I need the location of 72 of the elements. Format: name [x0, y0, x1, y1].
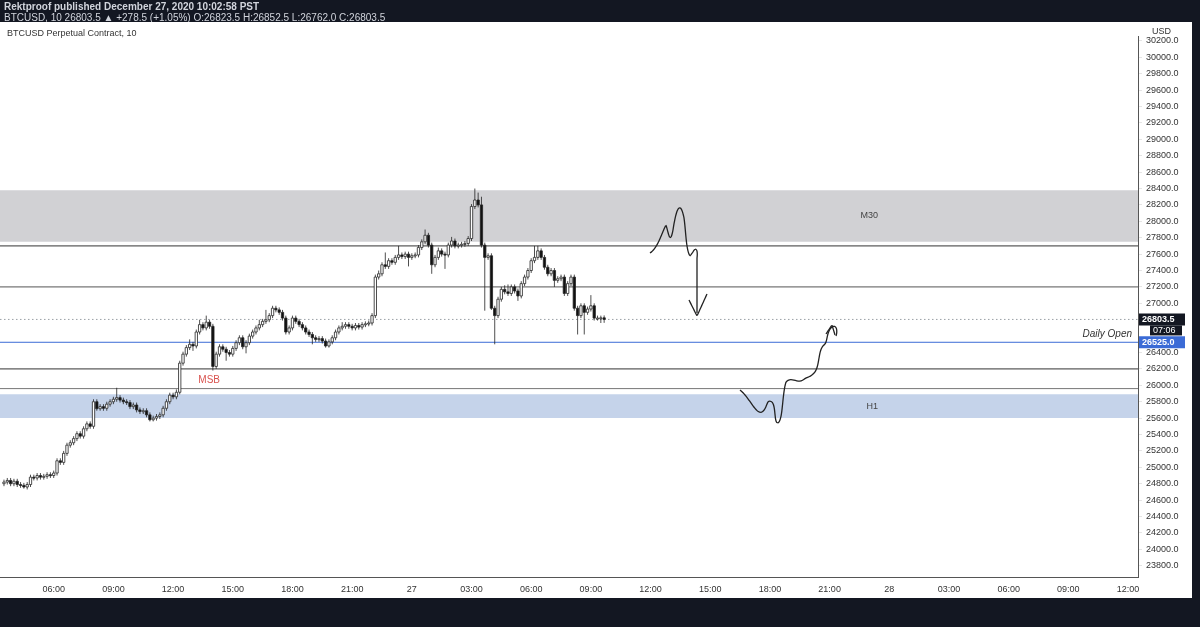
candlestick: [506, 284, 510, 297]
y-tick-label: 25000.0: [1146, 461, 1179, 472]
y-tick-label: 26000.0: [1146, 379, 1179, 390]
y-tick-label: 24600.0: [1146, 494, 1179, 505]
y-tick-label: 24800.0: [1146, 478, 1179, 489]
x-tick-label: 06:00: [997, 584, 1020, 595]
x-tick-label: 12:00: [1116, 584, 1140, 595]
y-tick-label: 28400.0: [1146, 183, 1179, 193]
y-axis-title: USD: [1152, 26, 1172, 37]
x-tick-label: 28: [884, 584, 895, 595]
x-tick-label: 21:00: [340, 584, 364, 595]
ref-line-label: Daily Open: [1082, 328, 1133, 340]
band-label: H1: [866, 400, 878, 411]
candlestick: [264, 309, 268, 325]
y-tick-label: 28200.0: [1146, 199, 1179, 210]
x-tick-label: 09:00: [1057, 584, 1080, 595]
y-tick-label: 29000.0: [1146, 133, 1179, 144]
x-tick-label: 03:00: [460, 584, 483, 595]
y-tick-label: 28000.0: [1146, 215, 1179, 226]
x-tick-label: 15:00: [698, 584, 722, 595]
y-tick-label: 27200.0: [1146, 281, 1179, 292]
chart-title: BTCUSD Perpetual Contract, 10: [7, 28, 137, 38]
y-tick-label: 27800.0: [1146, 232, 1179, 243]
y-tick-label: 26400.0: [1146, 347, 1179, 357]
candlestick: [45, 471, 49, 480]
candlestick: [360, 321, 364, 330]
candlestick: [390, 257, 394, 266]
y-tick-label: 25400.0: [1146, 429, 1179, 439]
y-tick-label: 28600.0: [1146, 166, 1179, 177]
x-tick-label: 18:00: [281, 584, 304, 595]
y-tick-label: 29200.0: [1146, 117, 1179, 128]
y-tick-label: 27600.0: [1146, 248, 1179, 259]
text: BTCUSD, 10 26803.5 ▲ +278.5 (+1.05%) O:26823.5 H:26852.5 L:26762.0 C:26803.5: [4, 12, 386, 23]
y-tick-label: 29800.0: [1146, 68, 1179, 79]
y-tick-label: 29600.0: [1146, 84, 1179, 95]
y-tick-label: 30200.0: [1146, 35, 1179, 46]
x-tick-label: 06:00: [42, 584, 65, 595]
x-tick-label: 21:00: [818, 584, 841, 595]
text: 26803.5: [1142, 313, 1175, 324]
candlestick: [55, 457, 59, 476]
x-tick-label: 03:00: [937, 584, 961, 595]
candlestick: [463, 240, 467, 248]
y-tick-label: 25200.0: [1146, 445, 1179, 456]
x-tick-label: 12:00: [161, 584, 185, 595]
candlestick: [75, 430, 79, 442]
y-tick-label: 24000.0: [1146, 543, 1179, 554]
ref-line-label: MSB: [198, 374, 221, 386]
y-tick-label: 25800.0: [1146, 396, 1179, 407]
candlestick: [138, 407, 142, 415]
text: Rektproof published December 27, 2020 10:02:58 PST: [4, 1, 260, 12]
y-tick-label: 30000.0: [1146, 51, 1179, 62]
y-tick-label: 24200.0: [1146, 527, 1179, 538]
y-tick-label: 25600.0: [1146, 412, 1179, 423]
x-tick-label: 15:00: [221, 584, 245, 595]
y-tick-label: 26200.0: [1146, 363, 1179, 374]
y-tick-label: 29400.0: [1146, 101, 1179, 111]
text: 07:06: [1153, 324, 1176, 335]
x-tick-label: 18:00: [758, 584, 782, 595]
y-tick-label: 27400.0: [1146, 265, 1179, 275]
candlestick: [108, 398, 112, 408]
x-tick-label: 09:00: [102, 584, 125, 595]
y-tick-label: 24400.0: [1146, 511, 1179, 521]
y-tick-label: 28800.0: [1146, 150, 1179, 161]
x-tick-label: 27: [406, 584, 417, 595]
text: 26525.0: [1142, 336, 1175, 347]
band-label: M30: [860, 210, 878, 221]
candlestick: [317, 335, 321, 343]
x-tick-label: 06:00: [519, 584, 543, 595]
x-tick-label: 12:00: [639, 584, 662, 595]
y-tick-label: 23800.0: [1146, 560, 1179, 571]
x-tick-label: 09:00: [579, 584, 603, 595]
y-tick-label: 27000.0: [1146, 297, 1179, 308]
